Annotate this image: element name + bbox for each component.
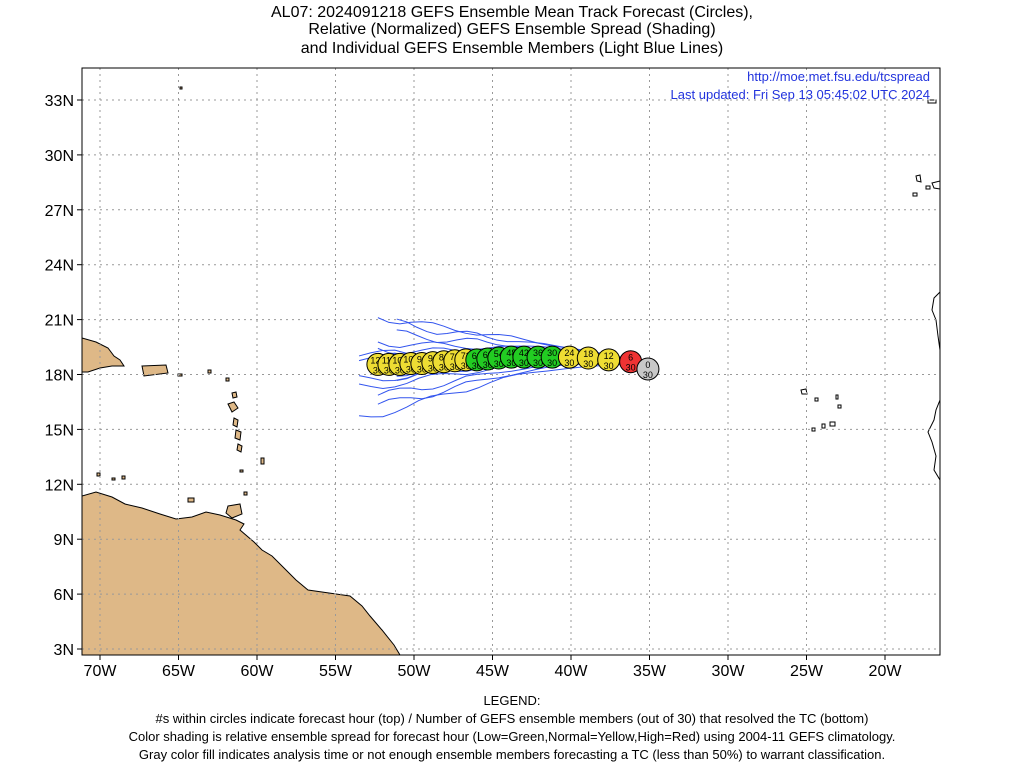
- title-line-3: and Individual GEFS Ensemble Members (Li…: [300, 40, 724, 57]
- axis-ticks: 70W 65W 60W 55W 50W 45W 40W 35W 30W 25W 20W 33N 30N 2…: [45, 93, 903, 680]
- forecast-hour-label: 12: [604, 351, 614, 361]
- member-count-label: 30: [450, 362, 460, 372]
- track-point: 030: [636, 357, 660, 381]
- lat-tick-label: 21N: [45, 313, 74, 330]
- hispaniola-land: [82, 337, 125, 373]
- lat-tick-label: 15N: [45, 422, 74, 439]
- member-count-label: 30: [494, 359, 504, 369]
- member-count-label: 30: [395, 365, 405, 375]
- lon-tick-label: 45W: [476, 663, 510, 680]
- lat-tick-label: 6N: [54, 587, 74, 604]
- trinidad-land: [225, 503, 243, 519]
- lon-tick-label: 20W: [869, 663, 903, 680]
- lat-tick-label: 12N: [45, 477, 74, 494]
- forecast-hour-label: 36: [533, 348, 543, 358]
- title-line-2: Relative (Normalized) GEFS Ensemble Spre…: [308, 21, 716, 38]
- lat-tick-label: 18N: [45, 368, 74, 385]
- member-count-label: 30: [533, 358, 543, 368]
- lon-tick-label: 55W: [319, 663, 353, 680]
- member-count-label: 30: [406, 365, 416, 375]
- cape-verde-islands: [800, 388, 842, 432]
- lat-tick-label: 33N: [45, 93, 74, 110]
- member-count-label: 30: [604, 361, 614, 371]
- legend-heading: LEGEND:: [483, 693, 541, 708]
- member-count-label: 30: [643, 370, 653, 380]
- member-count-label: 30: [483, 360, 493, 370]
- puerto-rico-land: [141, 364, 169, 377]
- forecast-hour-label: 72: [461, 351, 471, 361]
- member-count-label: 30: [564, 358, 574, 368]
- mean-track-circles: 1203011430108301023096309030843078307230…: [366, 345, 660, 381]
- legend-line-1: #s within circles indicate forecast hour…: [155, 711, 869, 726]
- canary-islands: [912, 99, 940, 197]
- forecast-hour-label: 24: [564, 348, 574, 358]
- forecast-hour-label: 114: [382, 355, 396, 365]
- africa-coastline: [927, 291, 940, 481]
- title-line-1: AL07: 2024091218 GEFS Ensemble Mean Trac…: [271, 4, 753, 21]
- member-count-label: 30: [373, 365, 383, 375]
- member-count-label: 30: [461, 361, 471, 371]
- south-america-land: [82, 491, 401, 655]
- forecast-hour-label: 30: [547, 348, 557, 358]
- legend-line-3: Gray color fill indicates analysis time …: [138, 747, 886, 762]
- lon-tick-label: 60W: [241, 663, 275, 680]
- lat-tick-label: 30N: [45, 148, 74, 165]
- lesser-antilles: [96, 86, 265, 503]
- track-circle: [636, 357, 660, 381]
- lon-tick-label: 30W: [712, 663, 746, 680]
- member-count-label: 30: [583, 359, 593, 369]
- land-layer: [82, 86, 940, 655]
- member-track: [359, 363, 649, 418]
- member-count-label: 30: [506, 358, 516, 368]
- member-count-label: 30: [428, 364, 438, 374]
- member-count-label: 30: [384, 365, 394, 375]
- member-count-label: 30: [417, 365, 427, 375]
- forecast-hour-label: 18: [583, 349, 593, 359]
- forecast-hour-label: 120: [370, 355, 385, 365]
- source-url[interactable]: http://moe.met.fsu.edu/tcspread: [747, 69, 930, 84]
- forecast-hour-label: 42: [519, 348, 529, 358]
- member-count-label: 30: [626, 363, 636, 373]
- forecast-hour-label: 54: [494, 349, 504, 359]
- lon-tick-label: 40W: [555, 663, 589, 680]
- forecast-hour-label: 102: [403, 355, 418, 365]
- legend-line-2: Color shading is relative ensemble sprea…: [128, 729, 896, 744]
- member-count-label: 30: [519, 358, 529, 368]
- lon-tick-label: 25W: [790, 663, 824, 680]
- lon-tick-label: 35W: [633, 663, 667, 680]
- lon-tick-label: 65W: [162, 663, 196, 680]
- last-updated: Last updated: Fri Sep 13 05:45:02 UTC 20…: [670, 87, 930, 102]
- lat-tick-label: 9N: [54, 532, 74, 549]
- member-count-label: 30: [547, 358, 557, 368]
- lat-tick-label: 24N: [45, 258, 74, 275]
- forecast-hour-label: 0: [645, 360, 650, 370]
- lat-tick-label: 3N: [54, 642, 74, 659]
- lon-tick-label: 50W: [398, 663, 432, 680]
- forecast-hour-label: 48: [506, 348, 516, 358]
- member-count-label: 30: [439, 363, 449, 373]
- member-count-label: 30: [472, 361, 482, 371]
- lon-tick-label: 70W: [84, 663, 118, 680]
- forecast-hour-label: 6: [628, 353, 633, 363]
- grid-lines: [82, 68, 940, 655]
- plot-frame: [81, 67, 941, 656]
- lat-tick-label: 27N: [45, 203, 74, 220]
